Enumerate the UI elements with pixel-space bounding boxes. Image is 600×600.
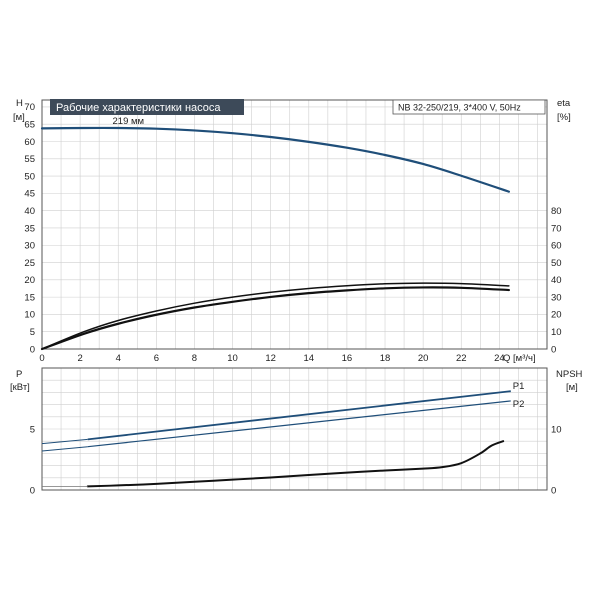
flow-tick-label: 20 bbox=[418, 353, 429, 364]
flow-tick-label: 22 bbox=[456, 353, 467, 364]
head-panel: 0510152025303540455055606570010203040506… bbox=[13, 98, 571, 364]
head-curve bbox=[40, 126, 510, 193]
flow-tick-label: 10 bbox=[227, 353, 238, 364]
pump-info-background bbox=[392, 99, 546, 115]
head-tick-label: 15 bbox=[24, 292, 35, 303]
flow-tick-label: 16 bbox=[342, 353, 353, 364]
head-tick-labels: 0510152025303540455055606570010203040506… bbox=[24, 102, 561, 364]
impeller-diameter-label: 219 мм bbox=[113, 116, 145, 127]
head-series: 219 мм bbox=[40, 116, 510, 351]
efficiency-axis-unit: [%] bbox=[557, 112, 571, 123]
flow-tick-label: 2 bbox=[77, 353, 82, 364]
chart-title-background bbox=[50, 99, 244, 115]
npsh-axis-unit: [м] bbox=[566, 382, 578, 393]
flow-tick-label: 4 bbox=[116, 353, 121, 364]
head-tick-label: 70 bbox=[24, 102, 35, 113]
efficiency-tick-label: 0 bbox=[551, 344, 556, 355]
power-grid bbox=[41, 368, 547, 490]
p1-curve bbox=[87, 390, 511, 441]
power-axis-unit: [кВт] bbox=[10, 382, 30, 393]
efficiency-tick-label: 60 bbox=[551, 241, 562, 252]
p1-curve-label: P1 bbox=[513, 381, 525, 392]
power-tick-label: 0 bbox=[30, 485, 35, 496]
efficiency-axis-label: eta bbox=[557, 98, 571, 109]
head-tick-label: 55 bbox=[24, 154, 35, 165]
head-tick-label: 60 bbox=[24, 137, 35, 148]
power-axis-label: P bbox=[16, 369, 22, 380]
flow-tick-label: 6 bbox=[154, 353, 159, 364]
head-grid bbox=[41, 100, 547, 349]
head-tick-label: 10 bbox=[24, 310, 35, 321]
npsh-tick-label: 0 bbox=[551, 485, 556, 496]
efficiency-tick-label: 30 bbox=[551, 292, 562, 303]
head-tick-label: 65 bbox=[24, 120, 35, 131]
head-tick-label: 20 bbox=[24, 275, 35, 286]
head-tick-label: 35 bbox=[24, 223, 35, 234]
flow-axis-label: Q [м³/ч] bbox=[503, 353, 536, 364]
efficiency-tick-label: 40 bbox=[551, 275, 562, 286]
power-tick-labels: 0 5 0 10 bbox=[30, 424, 562, 496]
head-tick-label: 50 bbox=[24, 171, 35, 182]
npsh-curve bbox=[86, 440, 505, 488]
npsh-axis-label: NPSH bbox=[556, 369, 583, 380]
flow-tick-label: 18 bbox=[380, 353, 391, 364]
head-tick-label: 5 bbox=[30, 327, 35, 338]
p2-curve-label: P2 bbox=[513, 399, 525, 410]
efficiency-curve bbox=[41, 282, 510, 350]
flow-tick-label: 14 bbox=[304, 353, 315, 364]
head-tick-label: 30 bbox=[24, 241, 35, 252]
head-tick-label: 0 bbox=[30, 344, 35, 355]
flow-tick-label: 24 bbox=[494, 353, 505, 364]
p1-curve-extension bbox=[41, 438, 88, 445]
flow-tick-label: 8 bbox=[192, 353, 197, 364]
power-panel: 0 5 0 10 P1 P2 P [кВт] NPSH [м] bbox=[10, 367, 583, 496]
flow-tick-label: 0 bbox=[39, 353, 44, 364]
head-plot-frame bbox=[41, 99, 548, 350]
head-axis-label: H bbox=[16, 98, 23, 109]
efficiency-tick-label: 80 bbox=[551, 206, 562, 217]
efficiency-tick-label: 10 bbox=[551, 327, 562, 338]
power-series: P1 P2 bbox=[41, 381, 525, 488]
p2-curve-extension bbox=[41, 446, 88, 452]
power-tick-label: 5 bbox=[30, 424, 35, 435]
efficiency-tick-label: 70 bbox=[551, 223, 562, 234]
efficiency-curve-lower bbox=[40, 286, 510, 351]
power-plot-frame bbox=[41, 367, 548, 491]
efficiency-tick-label: 20 bbox=[551, 310, 562, 321]
efficiency-tick-label: 50 bbox=[551, 258, 562, 269]
chart-title-box: Рабочие характеристики насоса bbox=[50, 99, 244, 115]
head-tick-label: 40 bbox=[24, 206, 35, 217]
chart-title: Рабочие характеристики насоса bbox=[56, 102, 221, 114]
head-tick-label: 25 bbox=[24, 258, 35, 269]
npsh-tick-label: 10 bbox=[551, 424, 562, 435]
pump-info: NB 32-250/219, 3*400 V, 50Hz bbox=[398, 103, 521, 113]
p2-curve bbox=[87, 400, 511, 448]
head-axis-unit: [м] bbox=[13, 112, 25, 123]
flow-tick-label: 12 bbox=[265, 353, 276, 364]
head-tick-label: 45 bbox=[24, 189, 35, 200]
pump-info-box: NB 32-250/219, 3*400 V, 50Hz bbox=[392, 99, 546, 115]
